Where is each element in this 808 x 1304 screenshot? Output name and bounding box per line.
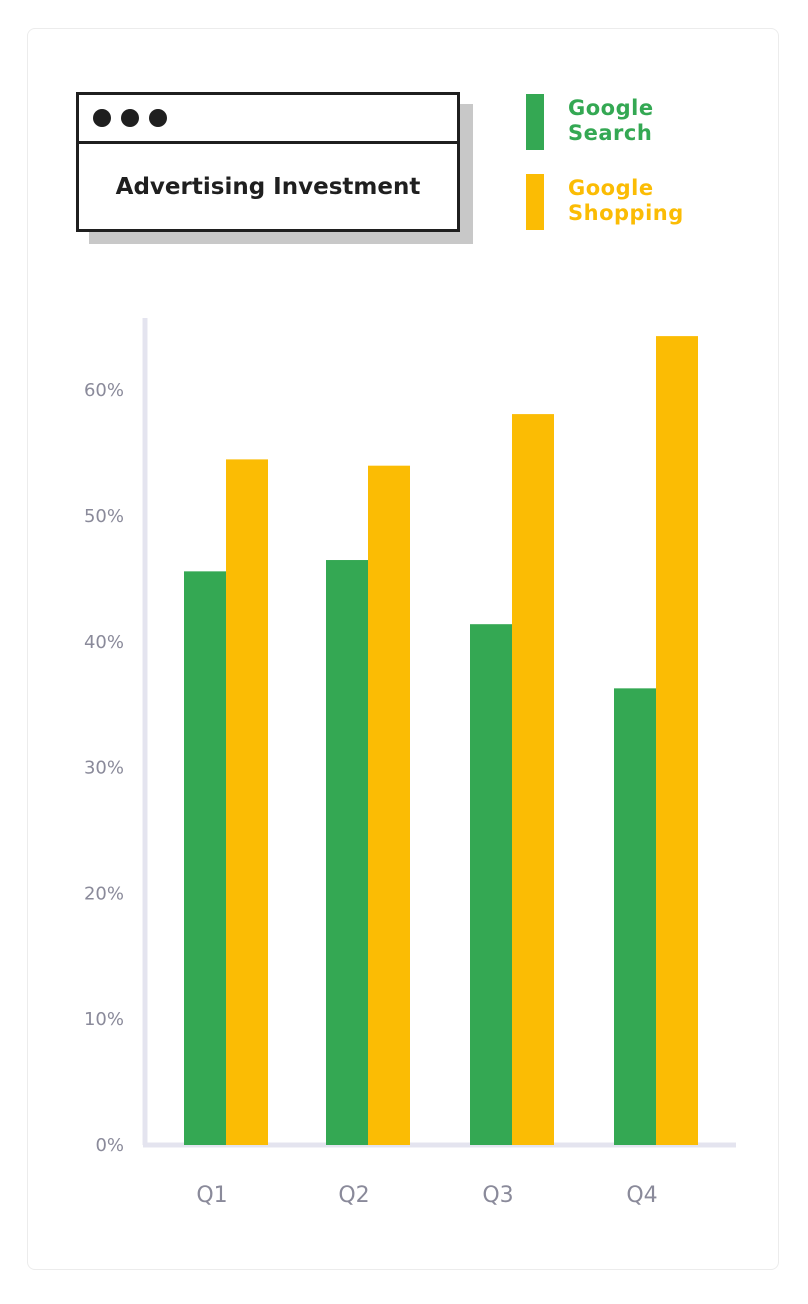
- bar-google-shopping-q3: [512, 414, 554, 1145]
- x-tick-label: Q2: [338, 1183, 369, 1208]
- y-tick-label: 0%: [95, 1135, 124, 1156]
- x-tick-label: Q1: [196, 1183, 227, 1208]
- y-tick-label: 50%: [84, 506, 124, 527]
- bar-google-shopping-q2: [368, 465, 410, 1145]
- window-dot-icon: [93, 109, 111, 127]
- window-dot-icon: [149, 109, 167, 127]
- legend-label-google-shopping: Google Shopping: [568, 176, 684, 225]
- chart-title: Advertising Investment: [115, 173, 421, 200]
- y-tick-label: 20%: [84, 883, 124, 904]
- bar-google-search-q4: [614, 688, 656, 1145]
- y-tick-label: 40%: [84, 632, 124, 653]
- bar-google-search-q2: [326, 560, 368, 1145]
- bar-google-search-q3: [470, 624, 512, 1145]
- bar-google-shopping-q1: [226, 459, 268, 1145]
- legend-swatch-google-shopping: [526, 174, 544, 230]
- legend-swatch-google-search: [526, 94, 544, 150]
- legend-item-google-search: Google Search: [526, 94, 726, 152]
- x-tick-label: Q3: [482, 1183, 513, 1208]
- x-tick-label: Q4: [626, 1183, 657, 1208]
- legend-label-google-search: Google Search: [568, 96, 654, 145]
- window-dot-icon: [121, 109, 139, 127]
- bar-google-shopping-q4: [656, 336, 698, 1146]
- y-tick-label: 10%: [84, 1009, 124, 1030]
- bar-google-search-q1: [184, 571, 226, 1145]
- y-tick-label: 60%: [84, 380, 124, 401]
- window-title-bar: [79, 95, 457, 144]
- title-window: Advertising Investment: [76, 92, 460, 232]
- legend-item-google-shopping: Google Shopping: [526, 174, 726, 232]
- y-tick-label: 30%: [84, 758, 124, 779]
